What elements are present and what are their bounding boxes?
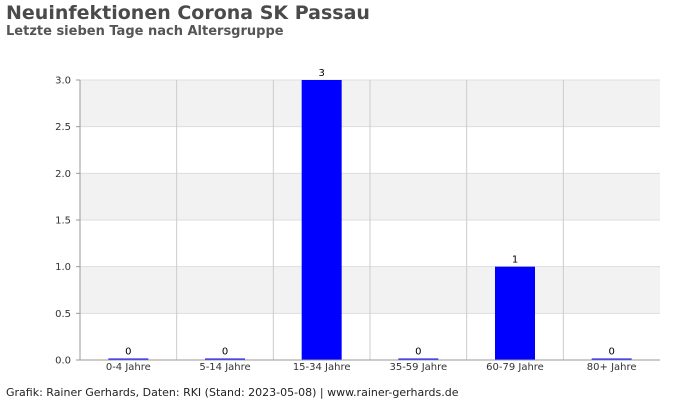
bar <box>398 358 439 360</box>
bar <box>205 358 245 360</box>
chart-subtitle: Letzte sieben Tage nach Altersgruppe <box>6 24 284 39</box>
x-tick-label: 35-59 Jahre <box>389 362 447 373</box>
data-label: 0 <box>125 347 131 358</box>
bar <box>301 80 342 360</box>
y-axis: 0.0 0.5 1.0 1.5 2.0 2.5 3.0 <box>55 76 81 367</box>
data-label: 1 <box>512 255 518 266</box>
bars <box>108 80 632 360</box>
y-tick-label: 1.0 <box>55 262 71 273</box>
chart-title: Neuinfektionen Corona SK Passau <box>6 2 370 24</box>
bar <box>495 266 535 360</box>
data-label: 3 <box>318 68 324 79</box>
y-tick-label: 0.0 <box>55 356 71 367</box>
y-tick-label: 0.5 <box>55 309 71 320</box>
x-tick-label: 0-4 Jahre <box>106 362 151 373</box>
data-label: 0 <box>415 347 421 358</box>
x-tick-label: 5-14 Jahre <box>199 362 250 373</box>
y-tick-label: 1.5 <box>55 216 71 227</box>
data-label: 0 <box>608 347 614 358</box>
y-tick-label: 2.5 <box>55 122 71 133</box>
x-tick-label: 60-79 Jahre <box>486 362 544 373</box>
data-labels: 0 0 3 0 1 0 <box>125 68 615 358</box>
y-tick-label: 3.0 <box>55 76 71 87</box>
bar <box>591 358 632 360</box>
x-tick-label: 15-34 Jahre <box>293 362 351 373</box>
y-tick-label: 2.0 <box>55 169 71 180</box>
x-tick-label: 80+ Jahre <box>587 362 637 373</box>
bar <box>108 358 149 360</box>
data-label: 0 <box>222 347 228 358</box>
chart-footer: Grafik: Rainer Gerhards, Daten: RKI (Sta… <box>6 386 459 399</box>
x-axis: 0-4 Jahre 5-14 Jahre 15-34 Jahre 35-59 Jahr… <box>80 359 660 373</box>
